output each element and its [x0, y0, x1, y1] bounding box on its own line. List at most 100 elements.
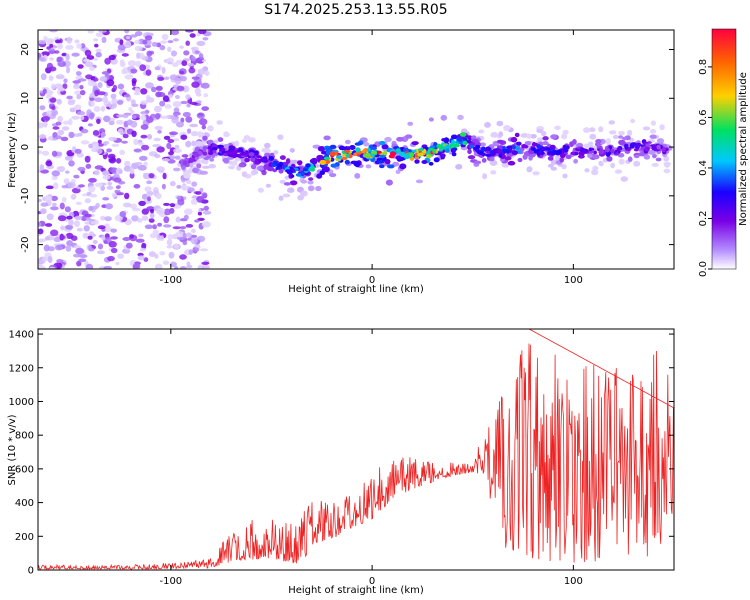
heatmap-noise-blob: [45, 38, 55, 43]
heatmap-noise-blob: [196, 163, 202, 169]
heatmap-noise-blob: [88, 143, 93, 149]
heatmap-signal-blob: [432, 148, 437, 154]
heatmap-noise-blob: [90, 100, 95, 107]
heatmap-signal-blob: [361, 149, 366, 154]
heatmap-signal-blob: [282, 193, 291, 198]
heatmap-signal-blob: [485, 153, 492, 157]
heatmap-signal-blob: [645, 143, 651, 147]
heatmap-signal-blob: [506, 145, 513, 149]
heatmap-noise-blob: [176, 121, 184, 128]
heatmap-noise-blob: [198, 53, 204, 60]
heatmap-signal-blob: [273, 160, 278, 165]
heatmap-noise-blob: [191, 76, 200, 80]
heatmap-noise-blob: [63, 78, 68, 83]
heatmap-noise-blob: [139, 64, 147, 72]
heatmap-noise-blob: [88, 177, 97, 183]
heatmap-noise-blob: [103, 266, 112, 269]
heatmap-noise-blob: [141, 215, 149, 221]
heatmap-signal-blob: [502, 146, 506, 150]
heatmap-noise-blob: [75, 201, 82, 205]
heatmap-frame: [37, 29, 675, 270]
heatmap-noise-blob: [121, 53, 129, 57]
heatmap-noise-blob: [150, 209, 154, 214]
heatmap-signal-blob: [478, 129, 485, 134]
heatmap-signal-blob: [539, 151, 545, 156]
heatmap-noise-blob: [176, 196, 182, 200]
heatmap-noise-blob: [49, 97, 57, 103]
heatmap-signal-blob: [570, 151, 576, 155]
heatmap-noise-blob: [57, 129, 65, 136]
heatmap-noise-blob: [197, 211, 202, 216]
heatmap-noise-blob: [125, 242, 133, 249]
heatmap-noise-blob: [148, 173, 155, 179]
heatmap-noise-blob: [199, 248, 209, 252]
heatmap-noise-blob: [156, 234, 161, 240]
heatmap-signal-blob: [222, 158, 229, 163]
heatmap-noise-blob: [85, 74, 93, 80]
snr-ytick-label: 1400: [9, 330, 34, 341]
heatmap-signal-blob: [275, 166, 280, 170]
heatmap-noise-blob: [190, 46, 199, 51]
heatmap-noise-blob: [53, 236, 61, 243]
heatmap-signal-blob: [605, 138, 611, 145]
heatmap-signal-blob: [254, 159, 259, 165]
heatmap-signal-blob: [498, 131, 504, 138]
heatmap-signal-blob: [238, 163, 245, 168]
heatmap-noise-blob: [185, 30, 194, 33]
heatmap-signal-blob: [381, 144, 389, 150]
heatmap-signal-blob: [450, 134, 458, 140]
colorbar-tick-label: 0.0: [698, 261, 709, 277]
heatmap-signal-blob: [387, 164, 395, 169]
heatmap-noise-blob: [156, 166, 165, 173]
heatmap-signal-blob: [283, 182, 291, 186]
heatmap-signal-blob: [593, 150, 597, 155]
heatmap-signal-blob: [344, 139, 351, 145]
heatmap-signal-blob: [608, 120, 616, 125]
heatmap-noise-blob: [63, 178, 70, 185]
heatmap-signal-blob: [268, 156, 275, 161]
heatmap-noise-blob: [107, 153, 116, 159]
colorbar-tick-label: 0.2: [698, 211, 709, 227]
heatmap-noise-blob: [77, 64, 84, 69]
heatmap-noise-blob: [133, 148, 142, 152]
heatmap-signal-blob: [234, 156, 240, 162]
heatmap-noise-blob: [169, 131, 178, 136]
heatmap-signal-blob: [190, 131, 199, 137]
heatmap-noise-blob: [110, 236, 118, 240]
heatmap-noise-blob: [125, 93, 130, 98]
heatmap-signal-blob: [207, 125, 214, 132]
heatmap-signal-blob: [254, 150, 259, 156]
heatmap-noise-blob: [196, 195, 205, 203]
heatmap-noise-blob: [50, 229, 59, 237]
heatmap-noise-blob: [56, 166, 65, 171]
heatmap-noise-blob: [41, 256, 49, 262]
heatmap-noise-blob: [145, 82, 154, 89]
heatmap-noise-blob: [141, 144, 150, 151]
heatmap-noise-blob: [106, 148, 113, 153]
heatmap-signal-blob: [656, 138, 665, 144]
heatmap-noise-blob: [76, 94, 82, 100]
heatmap-noise-blob: [38, 198, 43, 203]
heatmap-noise-blob: [167, 234, 174, 241]
heatmap-noise-blob: [93, 106, 101, 112]
heatmap-noise-blob: [185, 224, 194, 228]
heatmap-noise-blob: [75, 71, 82, 76]
heatmap-noise-blob: [179, 75, 187, 82]
heatmap-signal-blob: [618, 158, 625, 165]
heatmap-noise-blob: [46, 110, 52, 116]
heatmap-noise-blob: [100, 131, 106, 139]
heatmap-signal-blob: [474, 160, 482, 165]
heatmap-signal-blob: [520, 133, 529, 138]
heatmap-noise-blob: [108, 241, 117, 248]
heatmap-signal-blob: [615, 152, 620, 156]
heatmap-noise-blob: [146, 50, 153, 57]
heatmap-noise-blob: [130, 34, 138, 38]
heatmap-noise-blob: [48, 90, 54, 95]
heatmap-noise-blob: [84, 61, 94, 68]
heatmap-signal-blob: [207, 139, 214, 145]
heatmap-noise-blob: [116, 119, 124, 125]
heatmap-signal-blob: [415, 179, 424, 184]
heatmap-noise-blob: [65, 232, 74, 239]
heatmap-noise-blob: [135, 60, 142, 68]
